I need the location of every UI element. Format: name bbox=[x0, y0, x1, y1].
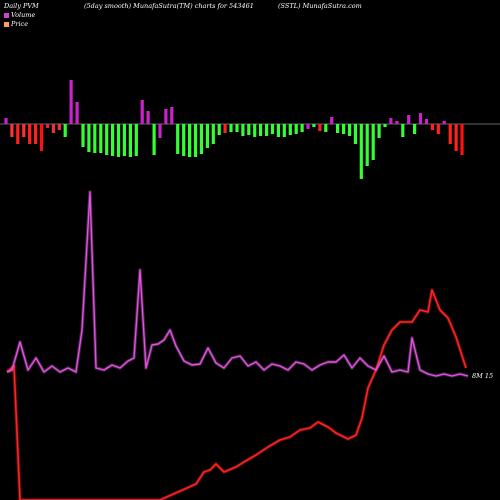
volume-bar bbox=[454, 124, 458, 151]
volume-bar bbox=[105, 124, 109, 155]
volume-bar bbox=[217, 124, 221, 135]
volume-bar bbox=[57, 124, 61, 130]
volume-line-glow bbox=[6, 190, 469, 378]
volume-bar bbox=[276, 124, 280, 137]
volume-bar bbox=[241, 124, 245, 136]
volume-bar bbox=[247, 124, 251, 135]
volume-bar bbox=[347, 124, 352, 136]
volume-bar bbox=[122, 124, 126, 156]
volume-bar bbox=[28, 124, 32, 144]
volume-bar bbox=[259, 124, 263, 136]
volume-bar bbox=[353, 124, 357, 144]
header-center: (5day smooth) MunafaSutra(TM) charts for… bbox=[84, 2, 254, 10]
volume-bar bbox=[413, 124, 417, 134]
header-left: Daily PVM bbox=[4, 2, 39, 10]
volume-bar bbox=[306, 124, 310, 129]
volume-bar bbox=[300, 124, 304, 132]
volume-bar bbox=[205, 124, 209, 148]
legend-volume-swatch bbox=[4, 12, 9, 18]
volume-bar bbox=[211, 124, 215, 144]
volume-bar bbox=[294, 124, 298, 134]
volume-bar bbox=[87, 124, 91, 152]
volume-bar bbox=[318, 124, 322, 131]
price-line-glow bbox=[5, 288, 468, 500]
volume-bar bbox=[146, 111, 150, 124]
volume-bar bbox=[401, 124, 405, 137]
volume-bar bbox=[10, 124, 14, 137]
volume-bar bbox=[116, 124, 121, 157]
volume-bar bbox=[330, 117, 334, 124]
volume-bar bbox=[63, 124, 67, 137]
volume-bar bbox=[359, 124, 363, 179]
volume-bar bbox=[407, 115, 411, 124]
volume-bar bbox=[282, 124, 286, 137]
volume-bar bbox=[265, 124, 269, 136]
volume-bar bbox=[16, 124, 20, 144]
header-right: (SSTL) MunafaSutra.com bbox=[278, 2, 362, 10]
volume-bar bbox=[134, 124, 138, 156]
legend-price: Price bbox=[4, 20, 28, 28]
volume-bar bbox=[176, 124, 180, 154]
volume-bar bbox=[152, 124, 156, 155]
legend-price-label: Price bbox=[11, 20, 29, 28]
legend-volume-label: Volume bbox=[11, 11, 36, 19]
volume-bar bbox=[324, 124, 328, 132]
volume-bar bbox=[45, 124, 50, 128]
volume-bar bbox=[4, 118, 8, 124]
volume-bar bbox=[229, 124, 233, 132]
legend-volume: Volume bbox=[4, 11, 35, 19]
volume-bar bbox=[460, 124, 464, 155]
volume-bar bbox=[430, 124, 434, 130]
volume-bar bbox=[253, 124, 257, 137]
volume-bar bbox=[389, 118, 393, 124]
volume-bar bbox=[99, 124, 103, 153]
price-line bbox=[6, 289, 467, 500]
volume-bar bbox=[395, 121, 399, 124]
volume-bar bbox=[193, 124, 198, 157]
volume-bar bbox=[182, 124, 186, 156]
volume-bar bbox=[336, 124, 340, 133]
volume-bar bbox=[442, 121, 446, 124]
volume-bar bbox=[199, 124, 203, 154]
volume-bar bbox=[223, 124, 227, 133]
volume-bar bbox=[22, 124, 26, 137]
volume-bar bbox=[436, 124, 440, 134]
volume-bar bbox=[164, 109, 168, 124]
volume-bar bbox=[158, 124, 162, 138]
volume-bar bbox=[51, 124, 55, 133]
volume-bar bbox=[34, 124, 38, 144]
volume-bar bbox=[235, 124, 239, 132]
volume-bar bbox=[140, 100, 144, 124]
volume-bar bbox=[75, 102, 79, 124]
volume-bar bbox=[312, 124, 316, 127]
volume-bar bbox=[288, 124, 292, 135]
volume-bar bbox=[342, 124, 346, 134]
volume-bar bbox=[111, 124, 115, 156]
volume-bar bbox=[383, 124, 387, 127]
volume-bar bbox=[365, 124, 369, 166]
volume-bar bbox=[188, 124, 192, 157]
volume-bar bbox=[128, 124, 132, 157]
volume-bar bbox=[424, 119, 429, 124]
legend-price-swatch bbox=[4, 21, 9, 27]
volume-bar bbox=[418, 113, 423, 124]
volume-bar bbox=[81, 124, 85, 147]
end-value-label: 8M 15 bbox=[472, 372, 493, 380]
volume-bar bbox=[39, 124, 44, 151]
volume-bar bbox=[270, 124, 275, 134]
volume-bar bbox=[377, 124, 381, 138]
volume-bar bbox=[448, 124, 452, 144]
volume-bar bbox=[170, 107, 174, 124]
volume-bar bbox=[371, 124, 375, 160]
volume-bar bbox=[69, 80, 73, 124]
volume-line bbox=[6, 191, 469, 377]
volume-bar bbox=[93, 124, 97, 153]
